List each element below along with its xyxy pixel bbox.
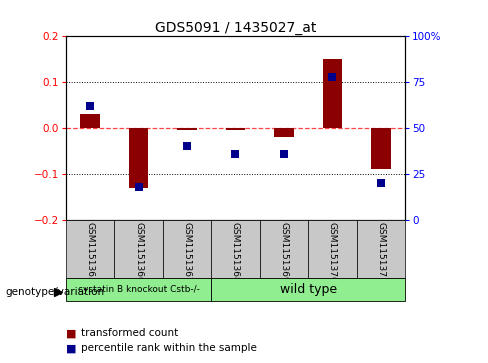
Text: ■: ■	[66, 328, 77, 338]
Bar	[163, 220, 211, 278]
Bar	[357, 220, 405, 278]
Text: GSM1151369: GSM1151369	[280, 222, 288, 283]
Point	[135, 184, 142, 189]
Text: percentile rank within the sample: percentile rank within the sample	[81, 343, 256, 354]
Bar	[66, 220, 114, 278]
Text: GSM1151367: GSM1151367	[183, 222, 191, 283]
Text: GSM1151366: GSM1151366	[134, 222, 143, 283]
Bar	[371, 128, 390, 169]
Text: GSM1151371: GSM1151371	[376, 222, 386, 283]
Text: GSM1151365: GSM1151365	[85, 222, 95, 283]
Point	[183, 143, 191, 149]
Bar	[211, 220, 260, 278]
Point	[86, 103, 94, 109]
Bar	[66, 278, 211, 301]
Text: GSM1151370: GSM1151370	[328, 222, 337, 283]
Text: wild type: wild type	[280, 283, 337, 296]
Bar	[81, 114, 100, 128]
Bar	[177, 128, 197, 130]
Bar	[323, 59, 342, 128]
Text: ■: ■	[66, 343, 77, 354]
Bar	[274, 128, 294, 137]
Title: GDS5091 / 1435027_at: GDS5091 / 1435027_at	[155, 21, 316, 35]
Bar	[260, 220, 308, 278]
Text: GSM1151368: GSM1151368	[231, 222, 240, 283]
Bar	[226, 128, 245, 130]
Point	[280, 151, 288, 156]
Bar	[308, 220, 357, 278]
Bar	[114, 220, 163, 278]
Point	[377, 180, 385, 186]
Point	[328, 74, 336, 79]
Bar	[129, 128, 148, 188]
Text: transformed count: transformed count	[81, 328, 178, 338]
Text: genotype/variation: genotype/variation	[5, 287, 104, 297]
Text: cystatin B knockout Cstb-/-: cystatin B knockout Cstb-/-	[78, 285, 200, 294]
Bar	[211, 278, 405, 301]
Point	[232, 151, 240, 156]
